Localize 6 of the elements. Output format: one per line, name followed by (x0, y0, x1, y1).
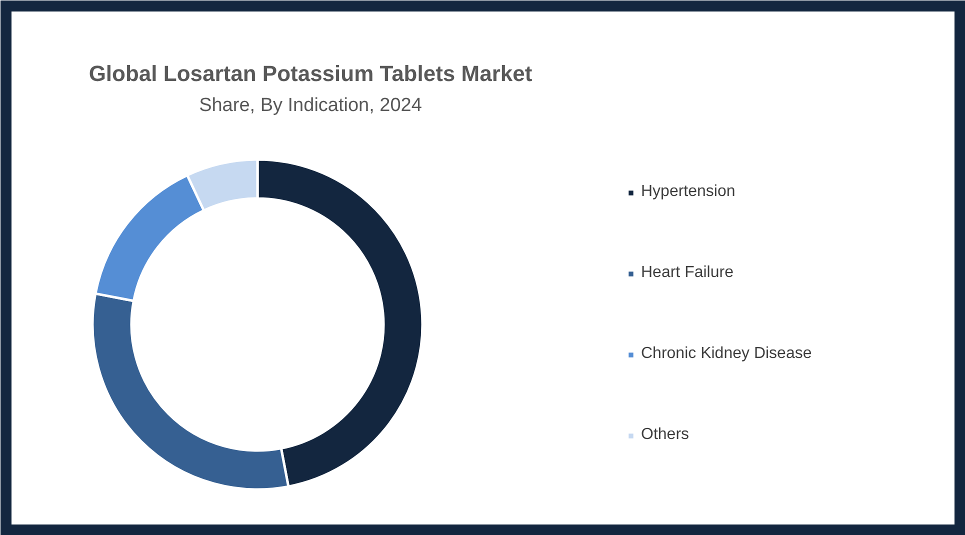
chart-subtitle: Share, By Indication, 2024 (199, 95, 422, 116)
chart-title: Global Losartan Potassium Tablets Market (88, 61, 533, 86)
legend-label: Chronic Kidney Disease (641, 345, 812, 363)
legend-label: Others (641, 426, 690, 444)
legend-label: Heart Failure (641, 264, 734, 282)
legend-label: Hypertension (641, 183, 736, 201)
